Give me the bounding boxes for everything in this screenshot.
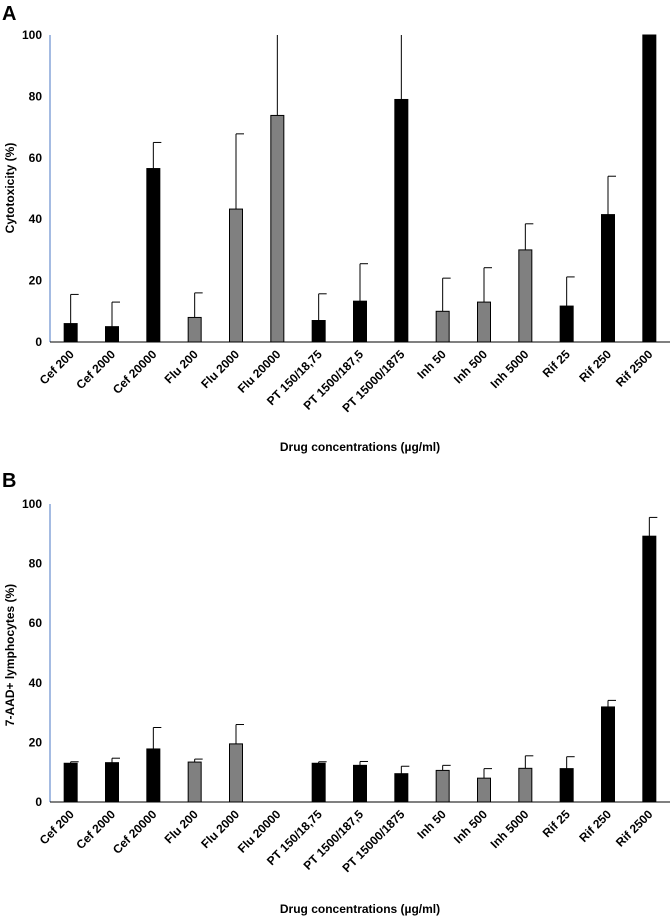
panel-a-ylabel: Cytotoxicity (%) xyxy=(3,143,17,234)
panel-a-category-label: Inh 500 xyxy=(451,347,490,386)
panel-a-ytick-label: 60 xyxy=(29,151,43,165)
panel-b-ytick-label: 60 xyxy=(29,616,43,630)
panel-b-bar xyxy=(63,762,78,803)
panel-b-bar xyxy=(146,748,161,803)
panel-a-bar xyxy=(394,98,409,343)
panel-b-ylabel: 7-AAD+ lymphocytes (%) xyxy=(3,584,17,726)
panel-b-category-label: Inh 500 xyxy=(451,807,490,846)
panel-a-ytick-label: 40 xyxy=(29,212,43,226)
panel-b-bar xyxy=(435,769,450,803)
panel-a-category-label: Rif 250 xyxy=(576,347,614,385)
panel-a-category-label: Flu 200 xyxy=(162,347,201,386)
panel-b-ytick-label: 80 xyxy=(29,557,43,571)
panel-b-bar xyxy=(353,764,367,803)
panel-a-category-label: Cef 200 xyxy=(37,347,77,387)
panel-b-category-label: Cef 20000 xyxy=(110,807,160,857)
panel-a-bar xyxy=(353,300,367,343)
panel-a-category-label: Inh 50 xyxy=(414,347,449,382)
panel-b-letter: B xyxy=(2,470,16,492)
panel-a-bar xyxy=(477,301,491,343)
panel-b-category-label: Rif 25 xyxy=(540,807,573,840)
panel-a-ytick-label: 0 xyxy=(35,335,42,349)
panel-b-bar xyxy=(601,706,615,803)
panel-b-ytick-label: 20 xyxy=(29,735,43,749)
panel-b-category-label: Rif 2500 xyxy=(613,807,656,850)
panel-a-bar xyxy=(187,316,202,343)
panel-a-category-label: Cef 20000 xyxy=(110,347,160,397)
panel-b-bar xyxy=(559,768,574,803)
panel-b-chart: B 7-AAD+ lymphocytes (%) Drug concentrat… xyxy=(2,470,670,916)
panel-b-category-label: Inh 5000 xyxy=(488,807,532,851)
panel-a-letter: A xyxy=(2,3,16,25)
panel-b-bar xyxy=(642,535,657,803)
panel-b-bar xyxy=(518,767,533,803)
panel-a-category-label: Rif 25 xyxy=(540,347,573,380)
panel-a-xlabel: Drug concentrations (µg/ml) xyxy=(280,440,440,454)
panel-b-bar xyxy=(229,743,243,803)
panel-a-bar xyxy=(105,326,119,343)
panel-b-category-label: Cef 200 xyxy=(37,807,77,847)
panel-b-category-label: Rif 250 xyxy=(576,807,614,845)
panel-a-bar xyxy=(229,208,243,343)
panel-a-bar xyxy=(270,114,285,343)
panel-a-chart: A Cytotoxicity (%) Drug concentrations (… xyxy=(2,3,670,454)
panel-a-bar xyxy=(518,249,533,343)
panel-a-ytick-label: 100 xyxy=(22,28,42,42)
panel-a-category-label: Inh 5000 xyxy=(488,347,532,391)
panel-b-category-label: Flu 200 xyxy=(162,807,201,846)
panel-a-bar xyxy=(63,323,78,343)
panel-b-bar xyxy=(311,762,326,803)
panel-b-bar xyxy=(187,761,202,803)
panel-a-bar xyxy=(146,168,161,343)
panel-b-bar xyxy=(477,777,491,803)
panel-b-ytick-label: 40 xyxy=(29,676,43,690)
panel-a-bar xyxy=(435,310,450,343)
panel-b-bar xyxy=(394,773,409,803)
panel-a-bar xyxy=(601,214,615,343)
panel-b-category-label: Inh 50 xyxy=(414,807,449,842)
panel-a-ytick-label: 80 xyxy=(29,89,43,103)
panel-a-bar xyxy=(559,305,574,343)
panel-b-bar xyxy=(105,762,119,803)
panel-a-ytick-label: 20 xyxy=(29,274,43,288)
panel-b-ytick-label: 0 xyxy=(35,795,42,809)
panel-b-xlabel: Drug concentrations (µg/ml) xyxy=(280,902,440,916)
panel-a-category-label: Rif 2500 xyxy=(613,347,656,390)
panel-a-bar xyxy=(642,34,657,343)
panel-b-ytick-label: 100 xyxy=(22,497,42,511)
panel-a-bar xyxy=(311,320,326,343)
